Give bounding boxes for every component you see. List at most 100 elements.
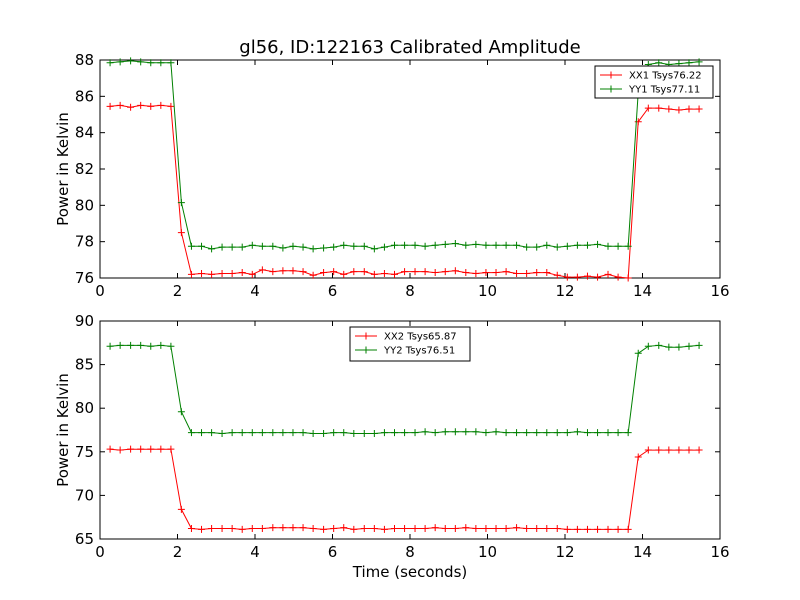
- data-point: [482, 525, 490, 533]
- data-point: [360, 242, 368, 250]
- data-point: [421, 268, 429, 276]
- data-point: [655, 59, 663, 67]
- x-axis-label: Time (seconds): [352, 563, 468, 581]
- data-point: [350, 268, 358, 276]
- data-point: [330, 268, 338, 276]
- data-point: [289, 242, 297, 250]
- data-point: [482, 241, 490, 249]
- legend-marker: [607, 71, 615, 79]
- data-point: [583, 241, 591, 249]
- data-point: [573, 241, 581, 249]
- data-point: [289, 524, 297, 532]
- data-point: [106, 445, 114, 453]
- y-tick-label: 90: [75, 312, 94, 330]
- data-point: [675, 106, 683, 114]
- data-point: [411, 525, 419, 533]
- data-point: [675, 343, 683, 351]
- y-tick-label: 70: [75, 486, 94, 504]
- data-point: [482, 429, 490, 437]
- chart-panel-2: 0 2 4 6 8 10 12 14 16 65 70 75 80 85 90 Power in Kelvin…: [54, 312, 730, 561]
- data-point: [513, 241, 521, 249]
- data-point: [127, 57, 135, 65]
- legend-marker: [362, 332, 370, 340]
- data-point: [299, 243, 307, 251]
- data-point: [177, 505, 185, 513]
- data-point: [167, 102, 175, 110]
- y-tick-label: 86: [75, 87, 94, 105]
- data-point: [157, 341, 165, 349]
- data-point: [604, 429, 612, 437]
- data-point: [289, 267, 297, 275]
- data-point: [685, 446, 693, 454]
- legend: XX1 Tsys76.22 YY1 Tsys77.11: [594, 65, 714, 99]
- data-point: [137, 341, 145, 349]
- data-point: [330, 429, 338, 437]
- data-point: [441, 268, 449, 276]
- data-point: [391, 429, 398, 437]
- legend-marker: [362, 346, 370, 354]
- data-point: [198, 429, 206, 437]
- data-point: [137, 58, 145, 66]
- data-point: [177, 199, 185, 207]
- data-point: [462, 428, 470, 436]
- data-point: [167, 445, 175, 453]
- data-point: [289, 429, 297, 437]
- x-tick-label: 12: [555, 543, 574, 561]
- y-tick-label: 82: [75, 160, 94, 178]
- data-point: [431, 269, 439, 277]
- series-line-1: [110, 448, 700, 530]
- data-point: [594, 525, 602, 533]
- series-line-1: [110, 104, 700, 279]
- legend-marker: [607, 85, 615, 93]
- data-point: [238, 429, 246, 437]
- data-point: [573, 273, 581, 281]
- data-point: [258, 429, 266, 437]
- data-point: [127, 103, 135, 111]
- x-tick-label: 6: [328, 282, 338, 300]
- y-tick-label: 88: [75, 51, 94, 69]
- data-point: [523, 429, 531, 437]
- data-point: [187, 429, 195, 437]
- data-point: [533, 429, 541, 437]
- data-point: [563, 525, 571, 533]
- data-point: [198, 525, 206, 533]
- data-point: [127, 445, 135, 453]
- y-tick-label: 76: [75, 269, 94, 287]
- legend-box: [349, 326, 471, 362]
- data-point: [147, 445, 155, 453]
- data-point: [157, 445, 165, 453]
- data-point: [157, 101, 165, 109]
- data-point: [462, 241, 470, 249]
- data-point: [441, 428, 449, 436]
- data-point: [269, 429, 277, 437]
- y-tick-label: 78: [75, 233, 94, 251]
- data-point: [258, 266, 266, 274]
- x-tick-label: 14: [633, 282, 652, 300]
- data-point: [492, 241, 500, 249]
- data-point: [655, 446, 663, 454]
- data-point: [553, 525, 561, 533]
- data-point: [502, 241, 510, 249]
- data-point: [228, 429, 236, 437]
- data-point: [147, 342, 155, 350]
- data-point: [583, 272, 591, 280]
- data-point: [299, 268, 307, 276]
- data-point: [543, 429, 551, 437]
- data-point: [502, 268, 510, 276]
- data-point: [218, 429, 226, 437]
- data-point: [238, 269, 246, 277]
- data-point: [238, 525, 246, 533]
- data-point: [624, 242, 632, 250]
- data-point: [360, 525, 368, 533]
- chart-panel-1: 0 2 4 6 8 10 12 14 16 76 78 80 82 84 86 88 Power in Kelv…: [54, 51, 730, 300]
- data-point: [614, 429, 622, 437]
- data-point: [431, 429, 439, 437]
- x-tick-label: 2: [173, 543, 183, 561]
- data-point: [411, 241, 419, 249]
- data-point: [573, 525, 581, 533]
- y-tick-label: 80: [75, 196, 94, 214]
- data-point: [198, 242, 206, 250]
- data-point: [451, 428, 459, 436]
- data-point: [553, 271, 561, 279]
